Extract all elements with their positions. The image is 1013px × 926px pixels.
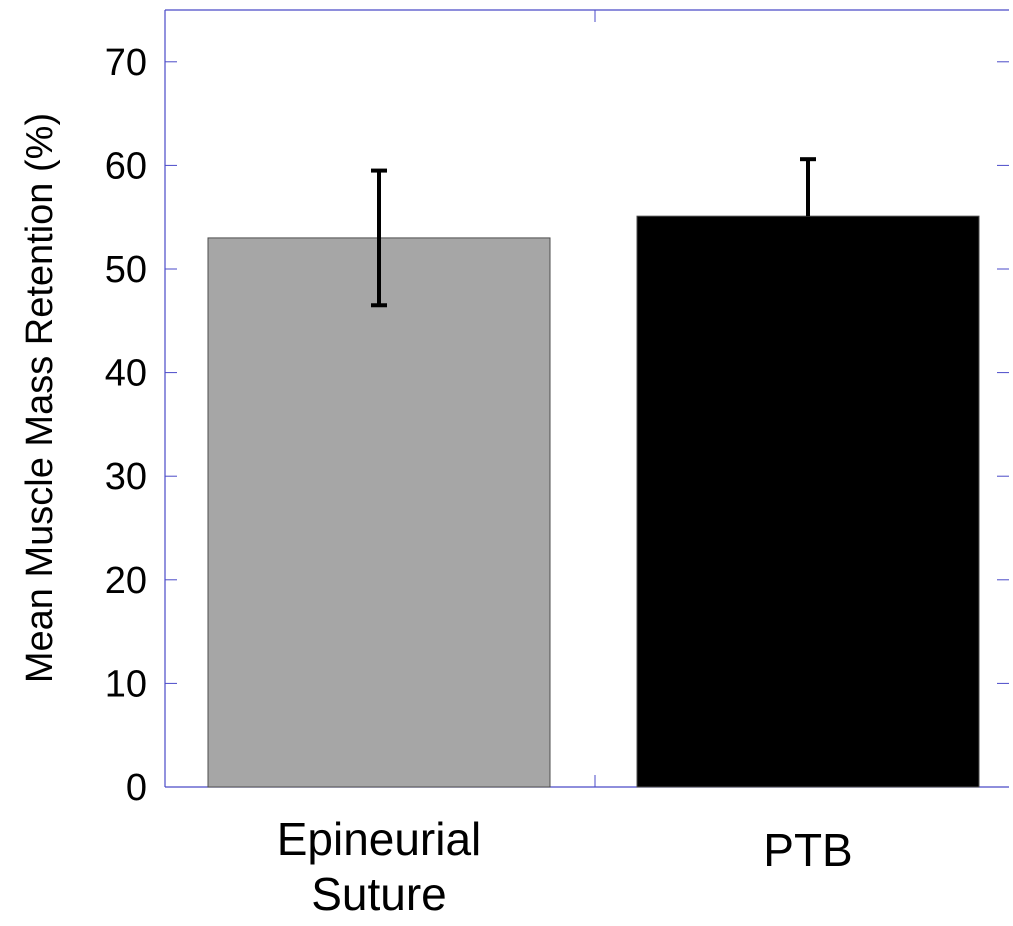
bar	[636, 215, 980, 788]
y-tick-label: 30	[105, 456, 147, 498]
y-tick-label: 60	[105, 145, 147, 187]
error-bars	[371, 157, 816, 308]
y-tick-label: 20	[105, 560, 147, 602]
x-category-label: Suture	[311, 868, 447, 920]
y-tick-label: 10	[105, 663, 147, 705]
y-tick-label: 40	[105, 353, 147, 395]
y-tick-label: 50	[105, 249, 147, 291]
y-tick-label: 0	[126, 767, 147, 809]
x-category-label: PTB	[763, 824, 852, 876]
y-tick-label: 70	[105, 42, 147, 84]
x-category-label: Epineurial	[277, 813, 482, 865]
y-axis-ticks: 0 10 20 30 40 50 60 70	[105, 42, 1009, 809]
y-axis-title: Mean Muscle Mass Retention (%)	[19, 113, 61, 683]
bar	[207, 237, 551, 788]
bars	[207, 215, 980, 788]
